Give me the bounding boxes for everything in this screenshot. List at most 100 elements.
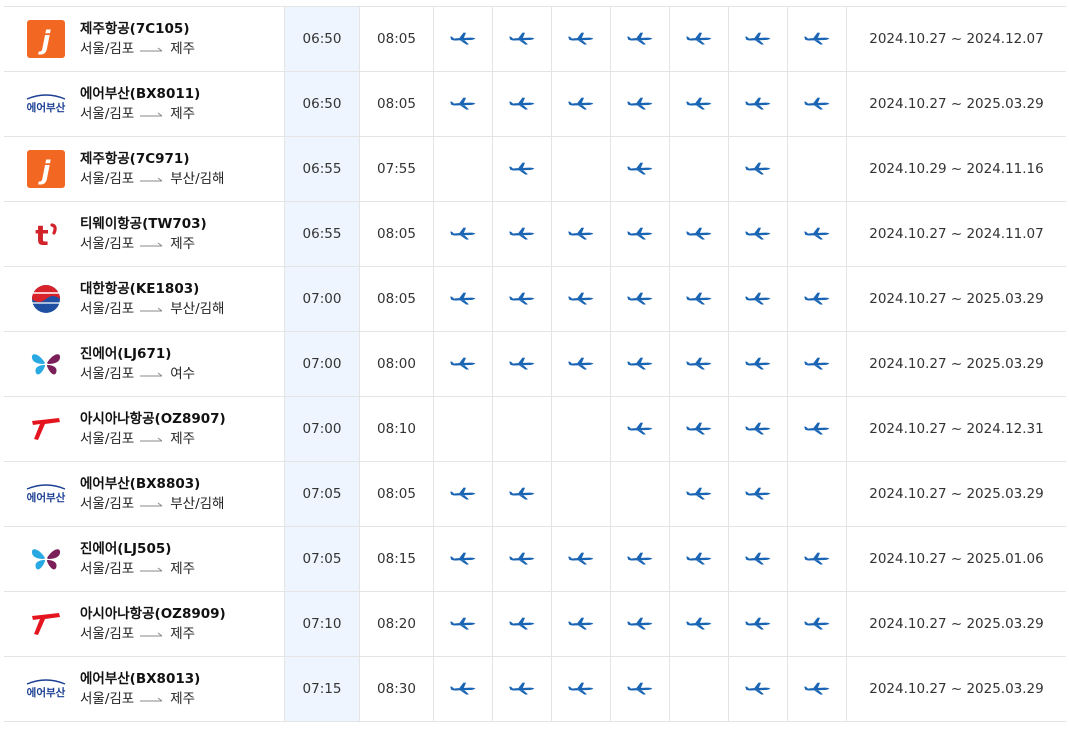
route: 서울/김포 제주: [80, 429, 226, 449]
route-origin: 서울/김포: [80, 431, 135, 447]
table-row[interactable]: 진에어(LJ671) 서울/김포 여수 07:00 08:00 2024.10.…: [4, 331, 1066, 397]
day-cell-wed: [551, 136, 611, 202]
airplane-icon: [788, 227, 846, 241]
route-origin: 서울/김포: [80, 236, 135, 252]
table-row[interactable]: 에어부산 에어부산(BX8011) 서울/김포 제주 06:50 08:05 2…: [4, 71, 1066, 137]
table-row[interactable]: 대한항공(KE1803) 서울/김포 부산/김해 07:00 08:05 202…: [4, 266, 1066, 332]
arrival-time: 08:00: [359, 331, 434, 397]
day-cell-sat: [728, 136, 788, 202]
airplane-icon: [729, 552, 787, 566]
departure-time: 07:05: [284, 526, 360, 592]
route-arrow-icon: [140, 559, 164, 579]
day-cell-sat: [728, 266, 788, 332]
day-cell-wed: [551, 71, 611, 137]
table-row[interactable]: j 제주항공(7C971) 서울/김포 부산/김해 06:55 07:55 20…: [4, 136, 1066, 202]
day-cell-mon: [433, 201, 493, 267]
route-arrow-icon: [140, 494, 164, 514]
airplane-icon: [729, 357, 787, 371]
airplane-icon: [670, 292, 728, 306]
airline-logo-tway: t: [18, 218, 74, 250]
day-cell-tue: [492, 201, 552, 267]
airplane-icon: [788, 32, 846, 46]
airplane-icon: [611, 97, 669, 111]
airplane-icon: [788, 357, 846, 371]
table-row[interactable]: 아시아나항공(OZ8907) 서울/김포 제주 07:00 08:10 2024…: [4, 396, 1066, 462]
airline-cell: 진에어(LJ671) 서울/김포 여수: [4, 331, 285, 397]
day-cell-sat: [728, 461, 788, 527]
airplane-icon: [552, 292, 610, 306]
route-arrow-icon: [140, 429, 164, 449]
svg-text:에어부산: 에어부산: [27, 101, 66, 114]
day-cell-wed: [551, 396, 611, 462]
day-cell-thu: [610, 201, 670, 267]
flight-name: 진에어(LJ671): [80, 346, 172, 362]
arrival-time: 08:05: [359, 461, 434, 527]
airline-logo-airbusan: 에어부산: [18, 677, 74, 701]
day-cell-mon: [433, 591, 493, 657]
day-cell-tue: [492, 136, 552, 202]
departure-time: 07:00: [284, 266, 360, 332]
arrival-time: 07:55: [359, 136, 434, 202]
route: 서울/김포 부산/김해: [80, 299, 224, 319]
airplane-icon: [493, 487, 551, 501]
day-cell-mon: [433, 266, 493, 332]
airplane-icon: [788, 292, 846, 306]
day-cell-wed: [551, 526, 611, 592]
operating-period: 2024.10.27 ~ 2024.12.07: [846, 6, 1066, 72]
table-row[interactable]: t 티웨이항공(TW703) 서울/김포 제주 06:55 08:05 2024…: [4, 201, 1066, 267]
table-row[interactable]: 아시아나항공(OZ8909) 서울/김포 제주 07:10 08:20 2024…: [4, 591, 1066, 657]
table-row[interactable]: 진에어(LJ505) 서울/김포 제주 07:05 08:15 2024.10.…: [4, 526, 1066, 592]
day-cell-thu: [610, 266, 670, 332]
airplane-icon: [493, 292, 551, 306]
day-cell-tue: [492, 591, 552, 657]
airline-cell: 에어부산 에어부산(BX8803) 서울/김포 부산/김해: [4, 461, 285, 527]
airplane-icon: [493, 227, 551, 241]
airplane-icon: [434, 617, 492, 631]
route: 서울/김포 부산/김해: [80, 169, 224, 189]
airline-logo-jejuair: j: [18, 150, 74, 188]
airplane-icon: [611, 682, 669, 696]
airplane-icon: [670, 32, 728, 46]
day-cell-tue: [492, 331, 552, 397]
route: 서울/김포 여수: [80, 364, 195, 384]
route-origin: 서울/김포: [80, 301, 135, 317]
departure-time: 06:50: [284, 6, 360, 72]
day-cell-fri: [669, 656, 729, 722]
airline-logo-airbusan: 에어부산: [18, 92, 74, 116]
airplane-icon: [611, 357, 669, 371]
operating-period: 2024.10.29 ~ 2024.11.16: [846, 136, 1066, 202]
svg-text:에어부산: 에어부산: [27, 491, 66, 504]
day-cell-wed: [551, 331, 611, 397]
route-destination: 부산/김해: [170, 301, 225, 317]
table-row[interactable]: 에어부산 에어부산(BX8013) 서울/김포 제주 07:15 08:30 2…: [4, 656, 1066, 722]
day-cell-thu: [610, 6, 670, 72]
route: 서울/김포 제주: [80, 104, 200, 124]
airplane-icon: [552, 97, 610, 111]
airplane-icon: [670, 552, 728, 566]
airplane-icon: [729, 422, 787, 436]
airplane-icon: [670, 422, 728, 436]
airplane-icon: [434, 32, 492, 46]
day-cell-sat: [728, 591, 788, 657]
airplane-icon: [729, 227, 787, 241]
operating-period: 2024.10.27 ~ 2025.03.29: [846, 266, 1066, 332]
day-cell-sat: [728, 526, 788, 592]
day-cell-sat: [728, 656, 788, 722]
arrival-time: 08:20: [359, 591, 434, 657]
day-cell-mon: [433, 136, 493, 202]
route-arrow-icon: [140, 104, 164, 124]
departure-time: 07:10: [284, 591, 360, 657]
airplane-icon: [493, 97, 551, 111]
airplane-icon: [493, 32, 551, 46]
day-cell-wed: [551, 461, 611, 527]
table-row[interactable]: 에어부산 에어부산(BX8803) 서울/김포 부산/김해 07:05 08:0…: [4, 461, 1066, 527]
table-row[interactable]: j 제주항공(7C105) 서울/김포 제주 06:50 08:05 2024.…: [4, 6, 1066, 72]
arrival-time: 08:10: [359, 396, 434, 462]
route-destination: 제주: [170, 626, 196, 642]
departure-time: 07:00: [284, 396, 360, 462]
airplane-icon: [552, 357, 610, 371]
airplane-icon: [729, 682, 787, 696]
day-cell-mon: [433, 526, 493, 592]
operating-period: 2024.10.27 ~ 2024.11.07: [846, 201, 1066, 267]
departure-time: 06:55: [284, 136, 360, 202]
